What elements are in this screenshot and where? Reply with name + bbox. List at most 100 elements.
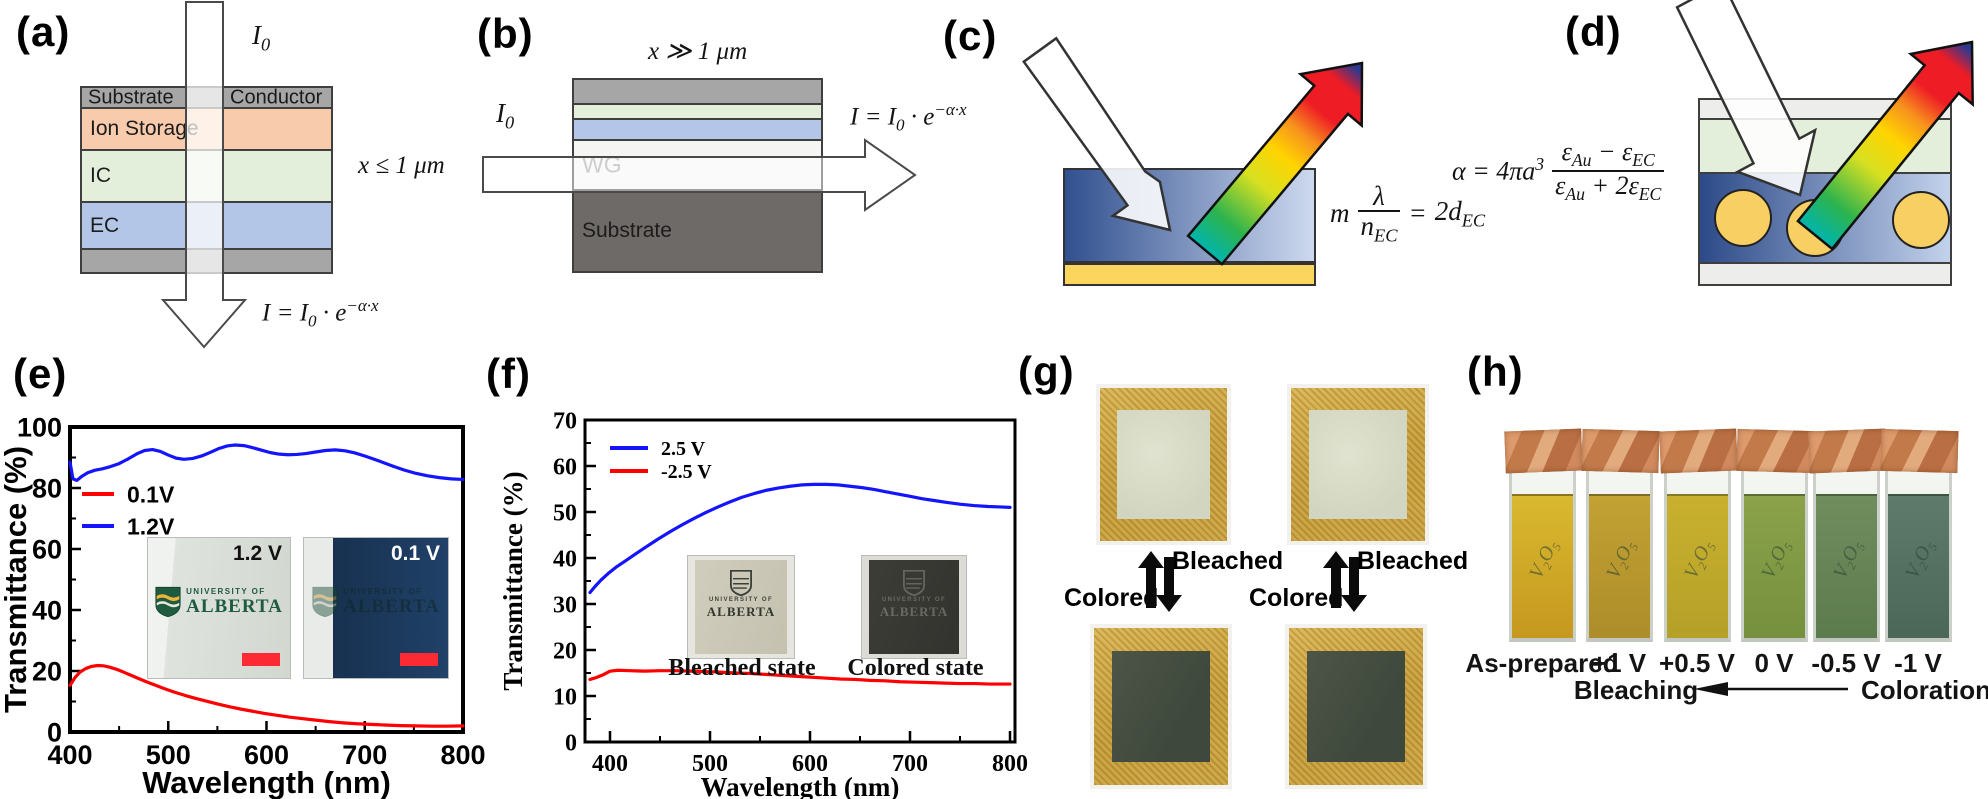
bleached-state-photo-f: UNIVERSITY OF ALBERTA [688, 556, 794, 658]
cuvette-label: -0.5 V [1811, 648, 1881, 678]
panel-label-a: (a) [16, 8, 71, 55]
cuvette-plus05v: V₂O₅ [1659, 428, 1738, 642]
handwritten-ink: V₂O₅ [1757, 536, 1795, 583]
colored-sample-photo [1090, 624, 1232, 789]
cuvette-label: +1 V [1591, 648, 1647, 678]
voltage-label: 0.1 V [390, 542, 440, 565]
university-of-alberta-logo: UNIVERSITY OF ALBERTA [148, 586, 290, 618]
svg-text:100: 100 [17, 412, 62, 442]
copper-tape-icon [1736, 428, 1815, 474]
substrate-label-b: Substrate [582, 219, 672, 242]
colored-pane [1112, 650, 1210, 763]
svg-text:80: 80 [32, 473, 62, 503]
svg-text:20: 20 [32, 656, 62, 686]
electrochromic-liquid: V₂O₅ [1589, 494, 1650, 638]
ua-shield-icon [312, 586, 338, 618]
colored-label: Colored [1249, 584, 1344, 612]
stack-b-waveguide-layer: WG [572, 139, 823, 191]
cuvette-body: V₂O₅ [1664, 468, 1731, 642]
colored-pane: UNIVERSITY OF ALBERTA [869, 560, 959, 654]
handwritten-ink: V₂O₅ [1680, 536, 1718, 583]
cuvette-label: 0 V [1754, 648, 1794, 678]
electrochromic-liquid: V₂O₅ [1667, 494, 1728, 638]
svg-text:500: 500 [146, 740, 191, 770]
stack-b-ec-layer [572, 118, 823, 141]
electrochromic-liquid: V₂O₅ [1816, 494, 1877, 638]
ua-shield-icon [155, 586, 181, 618]
thickness-condition-b: x ≫ 1 μm [648, 38, 748, 65]
bleached-device-photo-e: 1.2 V UNIVERSITY OF ALBERTA [148, 538, 290, 678]
colored-label: Colored [1064, 584, 1159, 612]
stack-a-ic-layer: IC [80, 149, 333, 203]
ua-shield-icon [730, 570, 752, 596]
bleached-sample-photo [1096, 384, 1231, 545]
university-of-alberta-logo: UNIVERSITY OF ALBERTA [304, 586, 448, 618]
colored-device-photo-e: 0.1 V UNIVERSITY OF ALBERTA [304, 538, 448, 678]
stack-a-ec-layer: EC [80, 201, 333, 250]
copper-tape-icon [1880, 428, 1959, 474]
copper-tape-icon [1504, 428, 1583, 474]
cuvette-0v: V₂O₅ [1736, 428, 1815, 642]
cuvette-body: V₂O₅ [1885, 468, 1952, 642]
svg-text:Transmittance (%): Transmittance (%) [0, 446, 33, 713]
cuvette-body: V₂O₅ [1509, 468, 1576, 642]
colored-state-caption: Colored state [847, 655, 984, 681]
svg-text:2.5 V: 2.5 V [661, 438, 706, 460]
svg-text:10: 10 [553, 684, 577, 710]
svg-text:0.1V: 0.1V [127, 481, 175, 507]
bleached-pane [1309, 410, 1407, 519]
stack-a-conductor-label: Conductor [230, 86, 323, 108]
svg-text:70: 70 [553, 408, 577, 434]
cuvette-label: +0.5 V [1659, 648, 1735, 678]
panel-label-b: (b) [477, 10, 534, 57]
copper-tape-icon [1808, 428, 1887, 474]
bleached-state-caption: Bleached state [668, 655, 816, 681]
scale-bar [242, 653, 280, 666]
cuvette-minus05v: V₂O₅ [1808, 428, 1887, 642]
panel-label-f: (f) [486, 350, 531, 397]
device-stack-a: Substrate Conductor Ion Storage IC EC [80, 86, 333, 274]
coloration-label: Coloration [1861, 675, 1988, 705]
panel-label-e: (e) [13, 350, 68, 397]
bleached-label: Bleached [1357, 547, 1469, 575]
svg-text:700: 700 [342, 740, 387, 770]
beer-lambert-equation-a: I = I0 · e−α·x [262, 296, 379, 331]
amber-seal-frame [1100, 388, 1227, 541]
cuvette-plus1v: V₂O₅ [1581, 428, 1660, 642]
svg-text:600: 600 [792, 751, 828, 777]
stack-a-conductor-row: Substrate Conductor [80, 86, 333, 109]
transmittance-chart-f: 400 500 600 700 800 0 10 20 30 40 50 60 70 Wavelength… [498, 408, 1028, 799]
svg-text:40: 40 [553, 546, 577, 572]
panel-label-h: (h) [1467, 348, 1524, 395]
stack-b-substrate-layer: Substrate [572, 189, 823, 273]
svg-text:60: 60 [553, 454, 577, 480]
stack-d-bottom-electrode [1698, 262, 1952, 286]
gold-mirror-layer-c [1063, 263, 1316, 286]
waveguide-label: WG [582, 151, 622, 178]
colored-pane [1307, 650, 1405, 763]
gold-nanoparticle-icon [1786, 199, 1844, 257]
svg-text:60: 60 [32, 534, 62, 564]
polarizability-equation-d: α = 4πa3 εAu − εEC εAu + 2εEC [1452, 138, 1672, 203]
svg-text:-2.5 V: -2.5 V [661, 461, 712, 483]
svg-text:Transmittance (%): Transmittance (%) [498, 471, 528, 690]
svg-text:0: 0 [47, 717, 62, 747]
stack-a-ion-storage-layer: Ion Storage [80, 107, 333, 151]
svg-text:800: 800 [440, 740, 485, 770]
svg-text:400: 400 [592, 751, 628, 777]
incident-intensity-a: I0 [252, 20, 271, 55]
svg-text:Wavelength (nm): Wavelength (nm) [142, 765, 391, 799]
cuvette-label: As-prepared [1465, 648, 1619, 678]
panel-label-c: (c) [943, 12, 998, 59]
ua-crest-logo: UNIVERSITY OF ALBERTA [695, 570, 787, 620]
svg-text:600: 600 [244, 740, 289, 770]
copper-tape-icon [1659, 428, 1738, 474]
voltage-label: 1.2 V [232, 542, 282, 565]
handwritten-ink: V₂O₅ [1829, 536, 1867, 583]
svg-text:50: 50 [553, 500, 577, 526]
electrochromic-liquid: V₂O₅ [1888, 494, 1949, 638]
svg-text:20: 20 [553, 638, 577, 664]
scale-bar [400, 653, 438, 666]
svg-text:40: 40 [32, 595, 62, 625]
